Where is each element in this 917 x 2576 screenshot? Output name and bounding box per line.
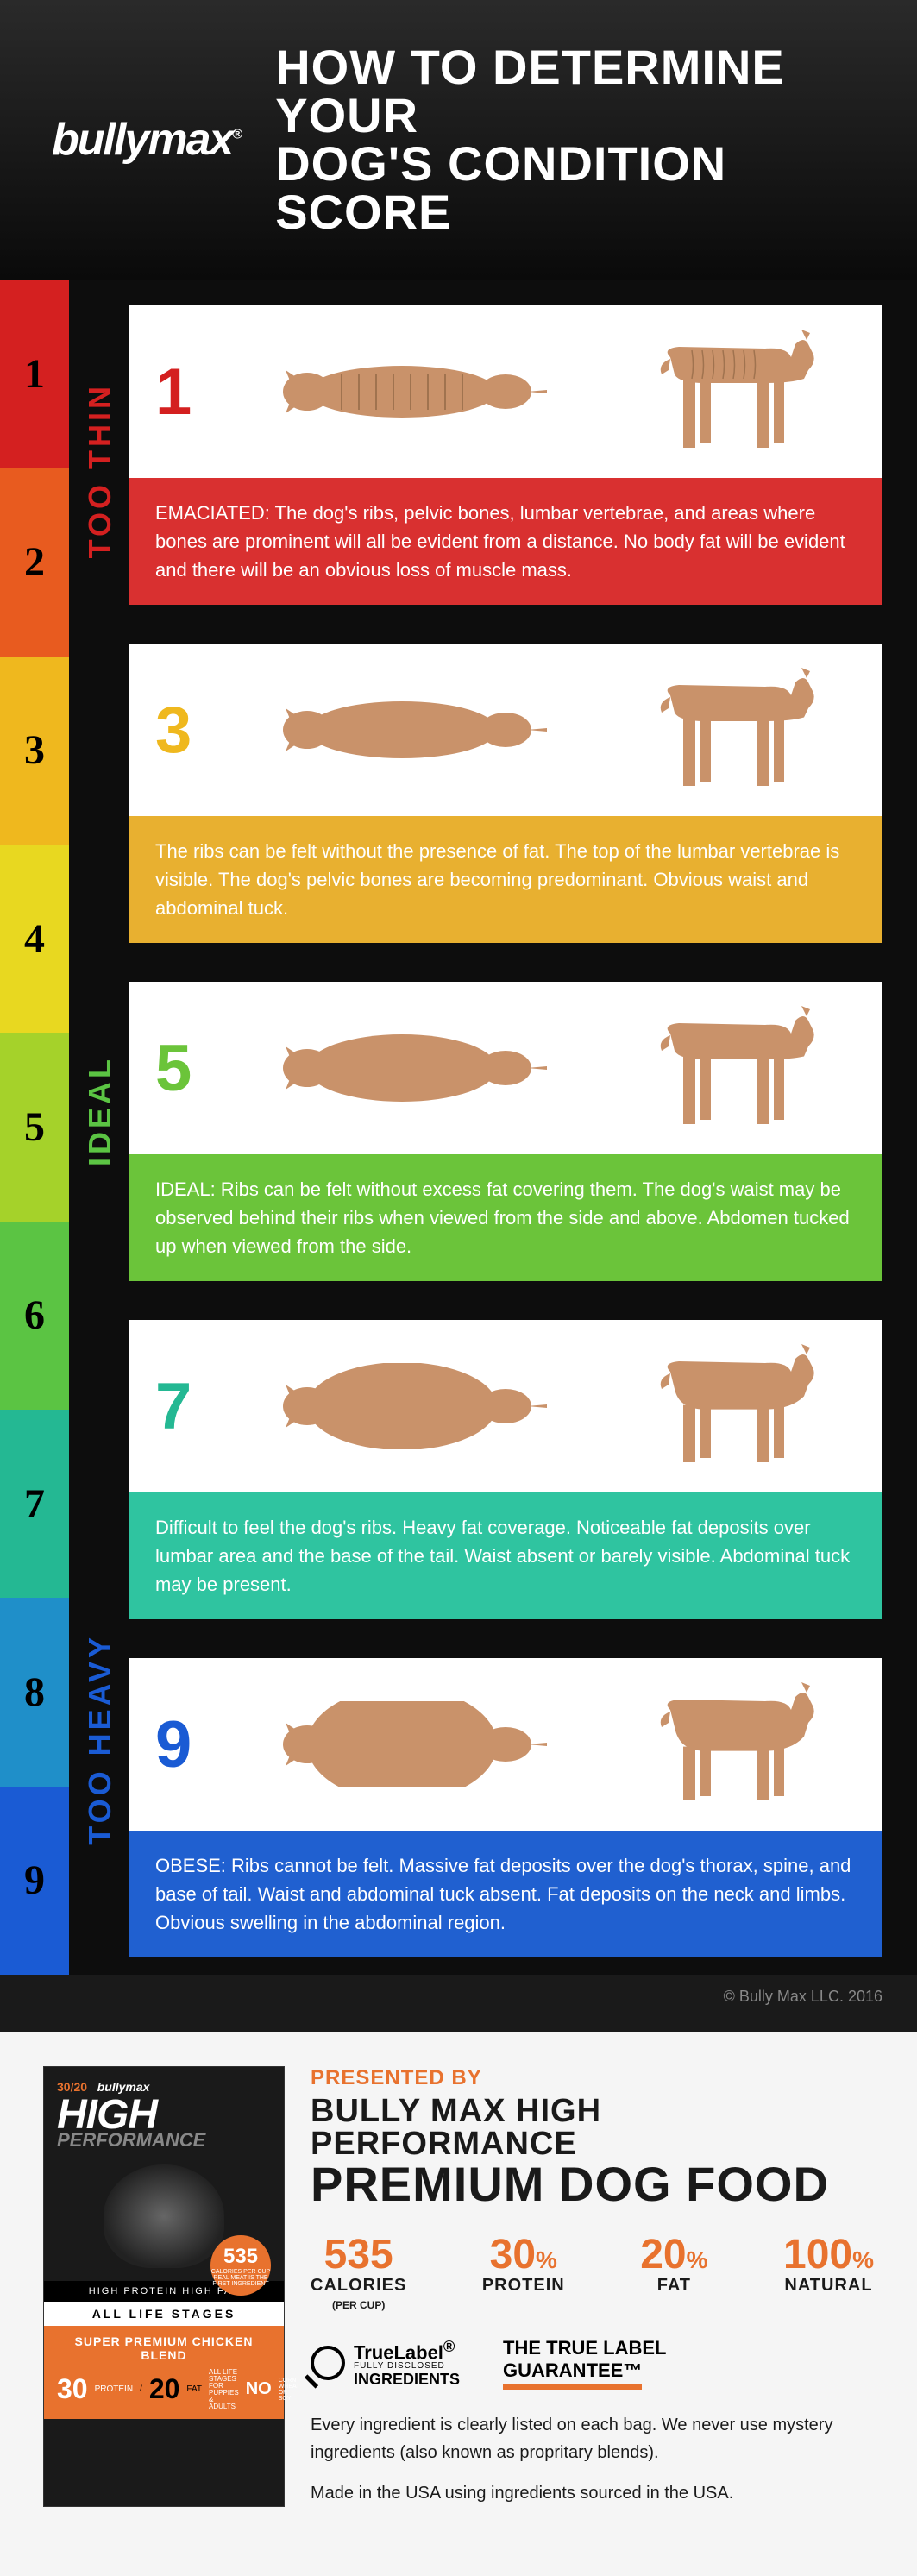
calorie-badge: 535CALORIES PER CUP REAL MEAT IS THE FIR… — [210, 2235, 271, 2296]
category-label: TOO THIN — [82, 383, 118, 558]
scale-number-6: 6 — [0, 1222, 69, 1410]
page-title: HOW TO DETERMINE YOUR DOG'S CONDITION SC… — [275, 43, 865, 236]
condition-card-9: 9 OBESE: Ribs cannot be felt. Massive fa… — [129, 1658, 882, 1957]
card-description: The ribs can be felt without the presenc… — [129, 816, 882, 943]
guarantee-text: THE TRUE LABEL GUARANTEE™ — [503, 2337, 666, 2390]
color-scale: 123456789 — [0, 280, 69, 1975]
card-number: 9 — [155, 1707, 207, 1782]
condition-card-7: 7 Difficult to feel the dog's ribs. Heav… — [129, 1320, 882, 1619]
brand-title: BULLY MAX HIGH PERFORMANCE — [311, 2095, 874, 2160]
logo: bullymax® — [52, 114, 241, 166]
stat-calories: 535 CALORIES(PER CUP) — [311, 2234, 406, 2311]
presented-by: PRESENTED BY — [311, 2066, 874, 2090]
card-description: EMACIATED: The dog's ribs, pelvic bones,… — [129, 478, 882, 605]
condition-cards: 1 EMACIATED: The dog's ribs, pelvic bone… — [129, 280, 917, 1975]
card-description: OBESE: Ribs cannot be felt. Massive fat … — [129, 1831, 882, 1957]
footer: 30/20 bullymax HIGH PERFORMANCE 535CALOR… — [0, 2032, 917, 2576]
scale-number-9: 9 — [0, 1787, 69, 1975]
scale-number-3: 3 — [0, 657, 69, 845]
copyright: © Bully Max LLC. 2016 — [0, 1975, 917, 2032]
condition-card-3: 3 The ribs can be felt without the prese… — [129, 644, 882, 943]
card-description: Difficult to feel the dog's ribs. Heavy … — [129, 1492, 882, 1619]
scale-number-5: 5 — [0, 1033, 69, 1221]
category-label: TOO HEAVY — [82, 1634, 118, 1845]
dog-top-view — [273, 349, 549, 435]
dog-top-view — [273, 1025, 549, 1111]
dog-side-view — [636, 999, 826, 1137]
stat-natural: 100% NATURAL — [783, 2234, 874, 2311]
footer-description: Every ingredient is clearly listed on ea… — [311, 2411, 874, 2507]
stat-fat: 20% FAT — [640, 2234, 707, 2311]
dog-side-view — [636, 323, 826, 461]
scale-number-4: 4 — [0, 845, 69, 1033]
guarantee-section: TrueLabel® FULLY DISCLOSED INGREDIENTS T… — [311, 2337, 874, 2390]
stat-protein: 30% PROTEIN — [482, 2234, 565, 2311]
main-content: 123456789 TOO THINIDEALTOO HEAVY 1 EMACI… — [0, 280, 917, 1975]
condition-card-1: 1 EMACIATED: The dog's ribs, pelvic bone… — [129, 305, 882, 605]
brand-subtitle: PREMIUM DOG FOOD — [311, 2160, 874, 2208]
card-number: 1 — [155, 355, 207, 430]
scale-number-7: 7 — [0, 1410, 69, 1598]
condition-card-5: 5 IDEAL: Ribs can be felt without excess… — [129, 982, 882, 1281]
header: bullymax® HOW TO DETERMINE YOUR DOG'S CO… — [0, 0, 917, 280]
product-bag: 30/20 bullymax HIGH PERFORMANCE 535CALOR… — [43, 2066, 285, 2507]
vertical-labels: TOO THIN IDEAL TOO HEAVY — [69, 280, 129, 1975]
card-number: 3 — [155, 693, 207, 768]
dog-top-view — [273, 1363, 549, 1449]
category-label: IDEAL — [82, 1056, 118, 1166]
card-number: 5 — [155, 1031, 207, 1106]
card-description: IDEAL: Ribs can be felt without excess f… — [129, 1154, 882, 1281]
product-dog-image — [104, 2164, 224, 2268]
scale-number-2: 2 — [0, 468, 69, 656]
dog-side-view — [636, 1337, 826, 1475]
nutrition-stats: 535 CALORIES(PER CUP) 30% PROTEIN 20% FAT 1… — [311, 2234, 874, 2311]
scale-number-8: 8 — [0, 1598, 69, 1786]
magnifier-icon — [311, 2346, 345, 2380]
dog-side-view — [636, 661, 826, 799]
scale-number-1: 1 — [0, 280, 69, 468]
dog-top-view — [273, 1701, 549, 1787]
truelabel-badge: TrueLabel® FULLY DISCLOSED INGREDIENTS — [311, 2340, 460, 2386]
dog-side-view — [636, 1675, 826, 1813]
dog-top-view — [273, 687, 549, 773]
card-number: 7 — [155, 1369, 207, 1444]
footer-info: PRESENTED BY BULLY MAX HIGH PERFORMANCE … — [311, 2066, 874, 2507]
